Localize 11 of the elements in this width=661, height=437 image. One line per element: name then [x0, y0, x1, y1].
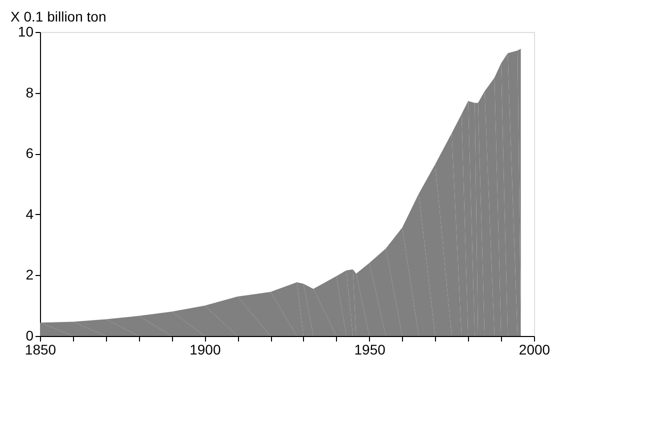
- y-tick-label: 0: [26, 328, 34, 344]
- x-tick-label: 1900: [190, 342, 221, 358]
- y-tick-label: 6: [26, 145, 34, 162]
- y-tick-label: 2: [26, 266, 34, 283]
- y-axis-title: X 0.1 billion ton: [10, 8, 106, 24]
- y-tick-label: 8: [26, 84, 34, 100]
- x-tick-label: 1850: [24, 342, 56, 358]
- x-tick-label: 1950: [354, 342, 386, 358]
- y-tick-label: 10: [18, 24, 34, 40]
- y-tick-label: 4: [26, 206, 34, 222]
- x-tick-label: 2000: [518, 342, 550, 358]
